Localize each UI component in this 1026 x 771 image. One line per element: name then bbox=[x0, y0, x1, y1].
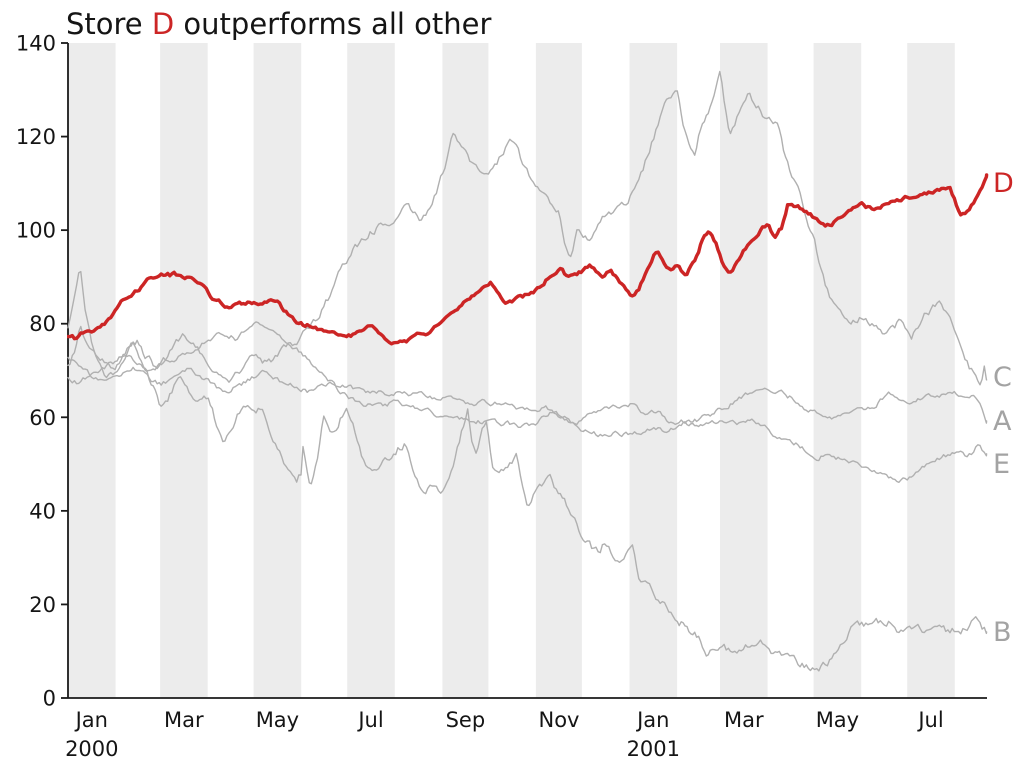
series-label-C: C bbox=[993, 362, 1012, 393]
chart-title-highlight: D bbox=[151, 7, 175, 41]
x-year-label: 2000 bbox=[65, 737, 118, 761]
x-tick-label: Jul bbox=[916, 708, 943, 732]
series-line-C bbox=[67, 70, 988, 386]
y-tick-label: 140 bbox=[16, 32, 56, 56]
x-axis: Jan Mar May Jul Sep Nov Jan Mar May Jul 2000 2001 bbox=[65, 708, 944, 761]
month-band bbox=[68, 43, 116, 698]
x-tick-label: Jan bbox=[635, 708, 669, 732]
x-tick-label: Nov bbox=[539, 708, 580, 732]
series-label-A: A bbox=[993, 406, 1012, 437]
month-band bbox=[907, 43, 955, 698]
month-band bbox=[347, 43, 395, 698]
month-band bbox=[535, 43, 582, 698]
chart-title: Store D outperforms all other bbox=[66, 7, 491, 41]
x-tick-label: Mar bbox=[724, 708, 764, 732]
y-tick-label: 0 bbox=[43, 687, 56, 711]
y-tick-label: 120 bbox=[16, 125, 56, 149]
series-label-B: B bbox=[993, 617, 1012, 648]
month-band bbox=[442, 43, 489, 698]
x-tick-label: May bbox=[256, 708, 299, 732]
series-line-B bbox=[67, 270, 988, 672]
chart-title-suffix: outperforms all other bbox=[174, 7, 492, 41]
series-line-E bbox=[67, 321, 988, 483]
y-tick-label: 60 bbox=[29, 406, 56, 430]
y-tick-label: 80 bbox=[29, 312, 56, 336]
series-lines bbox=[67, 70, 989, 672]
month-band bbox=[629, 43, 678, 698]
y-tick-label: 20 bbox=[29, 593, 56, 617]
month-bands bbox=[68, 43, 955, 698]
series-label-D: D bbox=[993, 168, 1014, 199]
y-tick-label: 100 bbox=[16, 219, 56, 243]
y-axis: 0 20 40 60 80 100 120 140 bbox=[16, 32, 68, 711]
month-band bbox=[813, 43, 862, 698]
x-tick-label: Jan bbox=[74, 708, 108, 732]
month-band bbox=[720, 43, 768, 698]
x-tick-label: Sep bbox=[446, 708, 486, 732]
series-line-D bbox=[67, 173, 989, 346]
series-label-E: E bbox=[993, 449, 1010, 480]
chart-title-prefix: Store bbox=[66, 7, 152, 41]
x-tick-label: May bbox=[816, 708, 859, 732]
series-line-A bbox=[67, 356, 988, 426]
series-labels: A B C D E bbox=[993, 168, 1014, 648]
y-tick-label: 40 bbox=[29, 499, 56, 523]
x-year-label: 2001 bbox=[627, 737, 680, 761]
x-tick-label: Mar bbox=[164, 708, 204, 732]
month-band bbox=[253, 43, 302, 698]
x-tick-label: Jul bbox=[356, 708, 383, 732]
